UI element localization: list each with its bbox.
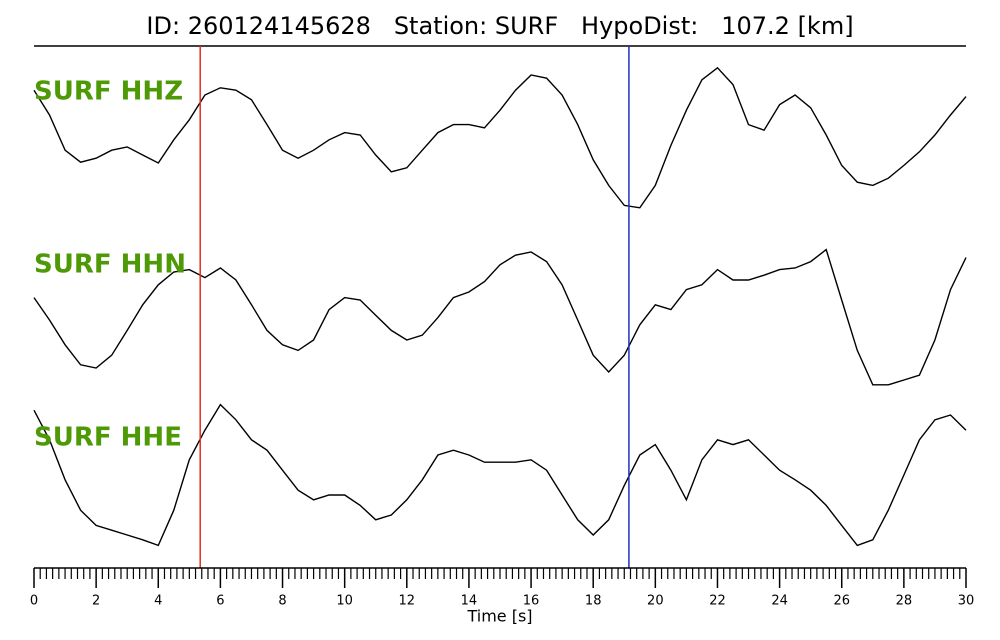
x-tick-label: 30 [958,594,975,609]
x-tick-label: 26 [833,594,850,609]
trace-label: SURF HHE [34,423,182,453]
x-tick-label: 14 [461,594,478,609]
trace [33,66,967,209]
x-tick-label: 20 [647,594,664,609]
x-tick-label: 8 [278,594,286,609]
x-axis-label: Time [s] [466,607,532,626]
x-tick-label: 4 [154,594,162,609]
x-tick-label: 28 [896,594,913,609]
trace-label: SURF HHZ [34,77,183,107]
chart-title: ID: 260124145628 Station: SURF HypoDist:… [146,12,853,40]
x-tick-label: 24 [771,594,788,609]
x-tick-label: 0 [30,594,38,609]
x-tick-label: 22 [709,594,726,609]
x-tick-label: 2 [92,594,100,609]
x-tick-label: 12 [399,594,416,609]
x-tick-label: 16 [523,594,540,609]
x-tick-label: 18 [585,594,602,609]
trace [33,248,967,386]
trace-label: SURF HHN [34,250,186,280]
x-tick-label: 10 [336,594,353,609]
x-tick-label: 6 [216,594,224,609]
trace [33,403,967,547]
